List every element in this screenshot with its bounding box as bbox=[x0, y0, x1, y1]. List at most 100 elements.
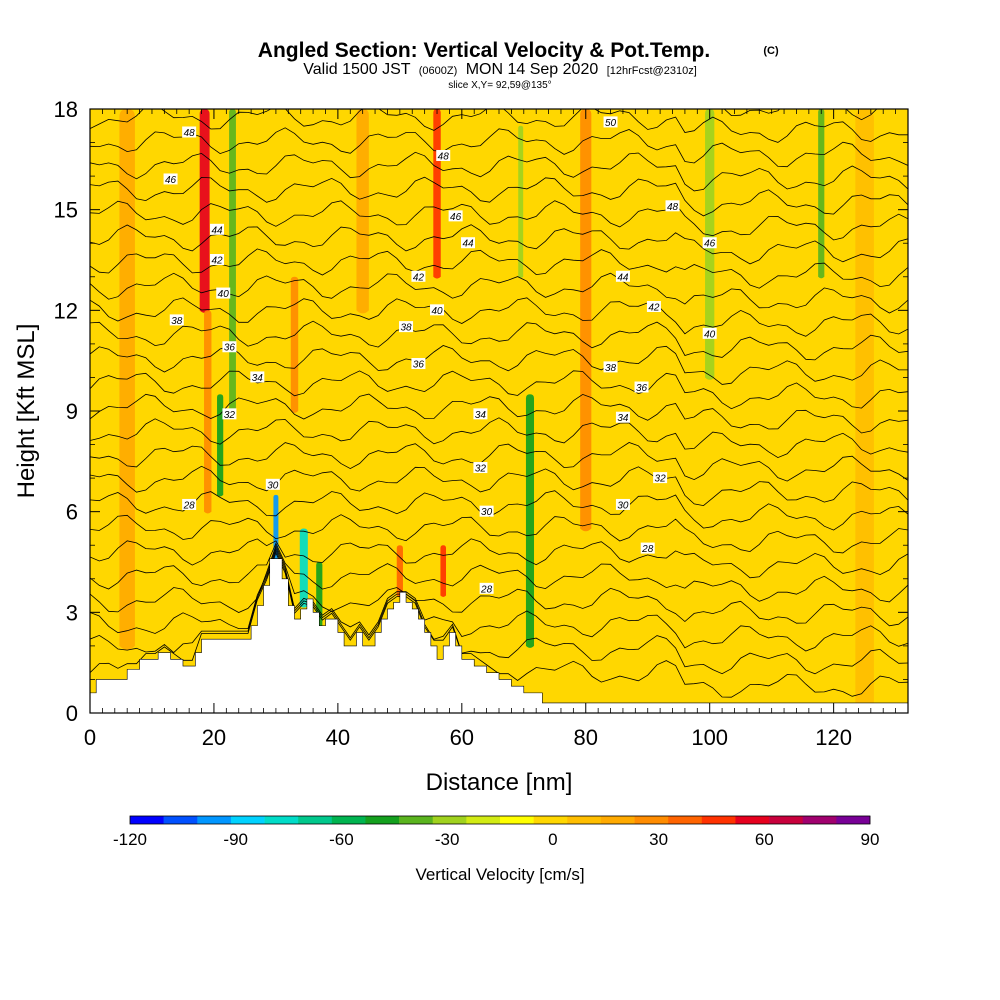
chart-title: Angled Section: Vertical Velocity & Pot.… bbox=[258, 39, 710, 62]
valid-utc-label: (0600Z) bbox=[419, 65, 458, 77]
colorbar-swatch bbox=[298, 816, 333, 824]
contour-label: 38 bbox=[400, 323, 412, 334]
theta-contour-line bbox=[90, 370, 908, 410]
theta-contour-line bbox=[90, 176, 908, 217]
slice-label: slice X,Y= 92,59@135° bbox=[448, 80, 551, 91]
y-tick-label: 9 bbox=[66, 399, 78, 424]
x-tick-label: 20 bbox=[202, 725, 226, 750]
colorbar-swatch bbox=[634, 816, 669, 824]
contour-label: 28 bbox=[641, 544, 654, 555]
contour-label: 34 bbox=[252, 373, 264, 384]
contour-label-bg bbox=[265, 478, 280, 490]
contour-label-bg bbox=[702, 327, 717, 339]
contour-label: 30 bbox=[267, 480, 279, 491]
theta-contour-line bbox=[90, 417, 908, 459]
colorbar-swatch bbox=[500, 816, 534, 824]
contour-label: 36 bbox=[413, 360, 425, 371]
contour-label: 44 bbox=[211, 225, 223, 236]
y-tick-label: 15 bbox=[54, 198, 78, 223]
y-tick-label: 3 bbox=[66, 600, 78, 625]
contour-label: 48 bbox=[667, 202, 679, 213]
contour-label: 40 bbox=[218, 289, 230, 300]
theta-contour-line bbox=[90, 248, 908, 289]
colorbar-swatch bbox=[735, 816, 770, 824]
colorbar-swatch bbox=[130, 816, 164, 824]
colorbar-swatch bbox=[769, 816, 804, 824]
colorbar-label: -30 bbox=[435, 830, 460, 849]
theta-contour-line bbox=[90, 320, 908, 361]
velocity-feature bbox=[299, 528, 308, 608]
colorbar-swatch bbox=[466, 816, 501, 824]
contour-label-bg bbox=[250, 371, 265, 383]
velocity-feature bbox=[433, 109, 441, 279]
colorbar-swatch bbox=[264, 816, 299, 824]
contour-label-bg bbox=[399, 321, 414, 333]
contour-label-bg bbox=[210, 223, 225, 235]
colorbar-label: 0 bbox=[548, 830, 557, 849]
colorbar-swatch bbox=[230, 816, 265, 824]
contour-label-bg bbox=[603, 116, 618, 128]
contour-label-bg bbox=[216, 287, 231, 299]
theta-contour-labels: 48 46 44 42 40 38 36 34 32 30 28 48 46 44 42 40 38 36 34 32… bbox=[163, 116, 717, 595]
colorbar-label: -60 bbox=[329, 830, 354, 849]
theta-contour-line bbox=[90, 542, 908, 603]
y-tick-label: 6 bbox=[66, 500, 78, 525]
colorbar-swatch bbox=[399, 816, 434, 824]
contour-label: 46 bbox=[704, 239, 716, 250]
theta-contour-line bbox=[90, 393, 908, 434]
contour-label: 46 bbox=[165, 175, 177, 186]
contour-label-bg bbox=[473, 462, 488, 474]
x-tick-label: 80 bbox=[574, 725, 598, 750]
velocity-feature bbox=[525, 394, 535, 648]
valid-date-label: MON 14 Sep 2020 bbox=[466, 61, 599, 78]
theta-contour-line bbox=[90, 549, 908, 675]
x-tick-label: 120 bbox=[815, 725, 852, 750]
colorbar-swatch bbox=[163, 816, 198, 824]
colorbar: -120 -90 -60 -30 0 30 60 90 bbox=[113, 815, 880, 849]
theta-contour-line bbox=[90, 442, 908, 482]
colorbar-frame bbox=[129, 815, 871, 825]
contour-label: 44 bbox=[462, 239, 474, 250]
colorbar-swatch bbox=[432, 816, 467, 824]
terrain bbox=[90, 558, 908, 713]
contour-label: 40 bbox=[431, 306, 443, 317]
y-tick-label: 0 bbox=[66, 701, 78, 726]
colorbar-swatch bbox=[365, 816, 400, 824]
contour-label-bg bbox=[479, 505, 494, 517]
theta-contour-line bbox=[90, 200, 908, 241]
contour-label: 42 bbox=[211, 256, 223, 267]
velocity-feature bbox=[855, 109, 874, 713]
colorbar-swatch bbox=[331, 816, 366, 824]
colorbar-swatch bbox=[533, 816, 568, 824]
colorbar-swatch bbox=[836, 816, 871, 824]
theta-contour-line bbox=[90, 127, 908, 168]
velocity-feature bbox=[217, 394, 224, 497]
contour-label-bg bbox=[210, 254, 225, 265]
contour-label-bg bbox=[411, 270, 426, 282]
x-tick-label: 60 bbox=[450, 725, 474, 750]
contour-label-bg bbox=[473, 408, 488, 420]
contour-label: 30 bbox=[481, 507, 493, 518]
colorbar-label: 60 bbox=[755, 830, 774, 849]
contour-label-bg bbox=[634, 381, 649, 393]
x-tick-label: 0 bbox=[84, 725, 96, 750]
velocity-feature bbox=[518, 125, 524, 279]
contour-label-bg bbox=[653, 472, 668, 484]
colorbar-label: 30 bbox=[649, 830, 668, 849]
colorbar-label: 90 bbox=[861, 830, 880, 849]
contour-label: 36 bbox=[636, 383, 648, 394]
contour-label-bg bbox=[169, 314, 184, 326]
contour-label-bg bbox=[615, 411, 630, 423]
contour-label-bg bbox=[615, 498, 630, 510]
contour-label: 36 bbox=[224, 343, 236, 354]
contour-label: 38 bbox=[171, 316, 183, 327]
contour-label: 32 bbox=[224, 410, 236, 421]
colorbar-swatch bbox=[197, 816, 232, 824]
theta-contour-line bbox=[90, 297, 908, 337]
contour-label-bg bbox=[411, 358, 426, 370]
contour-label: 28 bbox=[183, 500, 196, 511]
contour-label: 50 bbox=[605, 118, 617, 129]
contour-label: 42 bbox=[648, 302, 660, 313]
contour-label: 38 bbox=[605, 363, 617, 374]
